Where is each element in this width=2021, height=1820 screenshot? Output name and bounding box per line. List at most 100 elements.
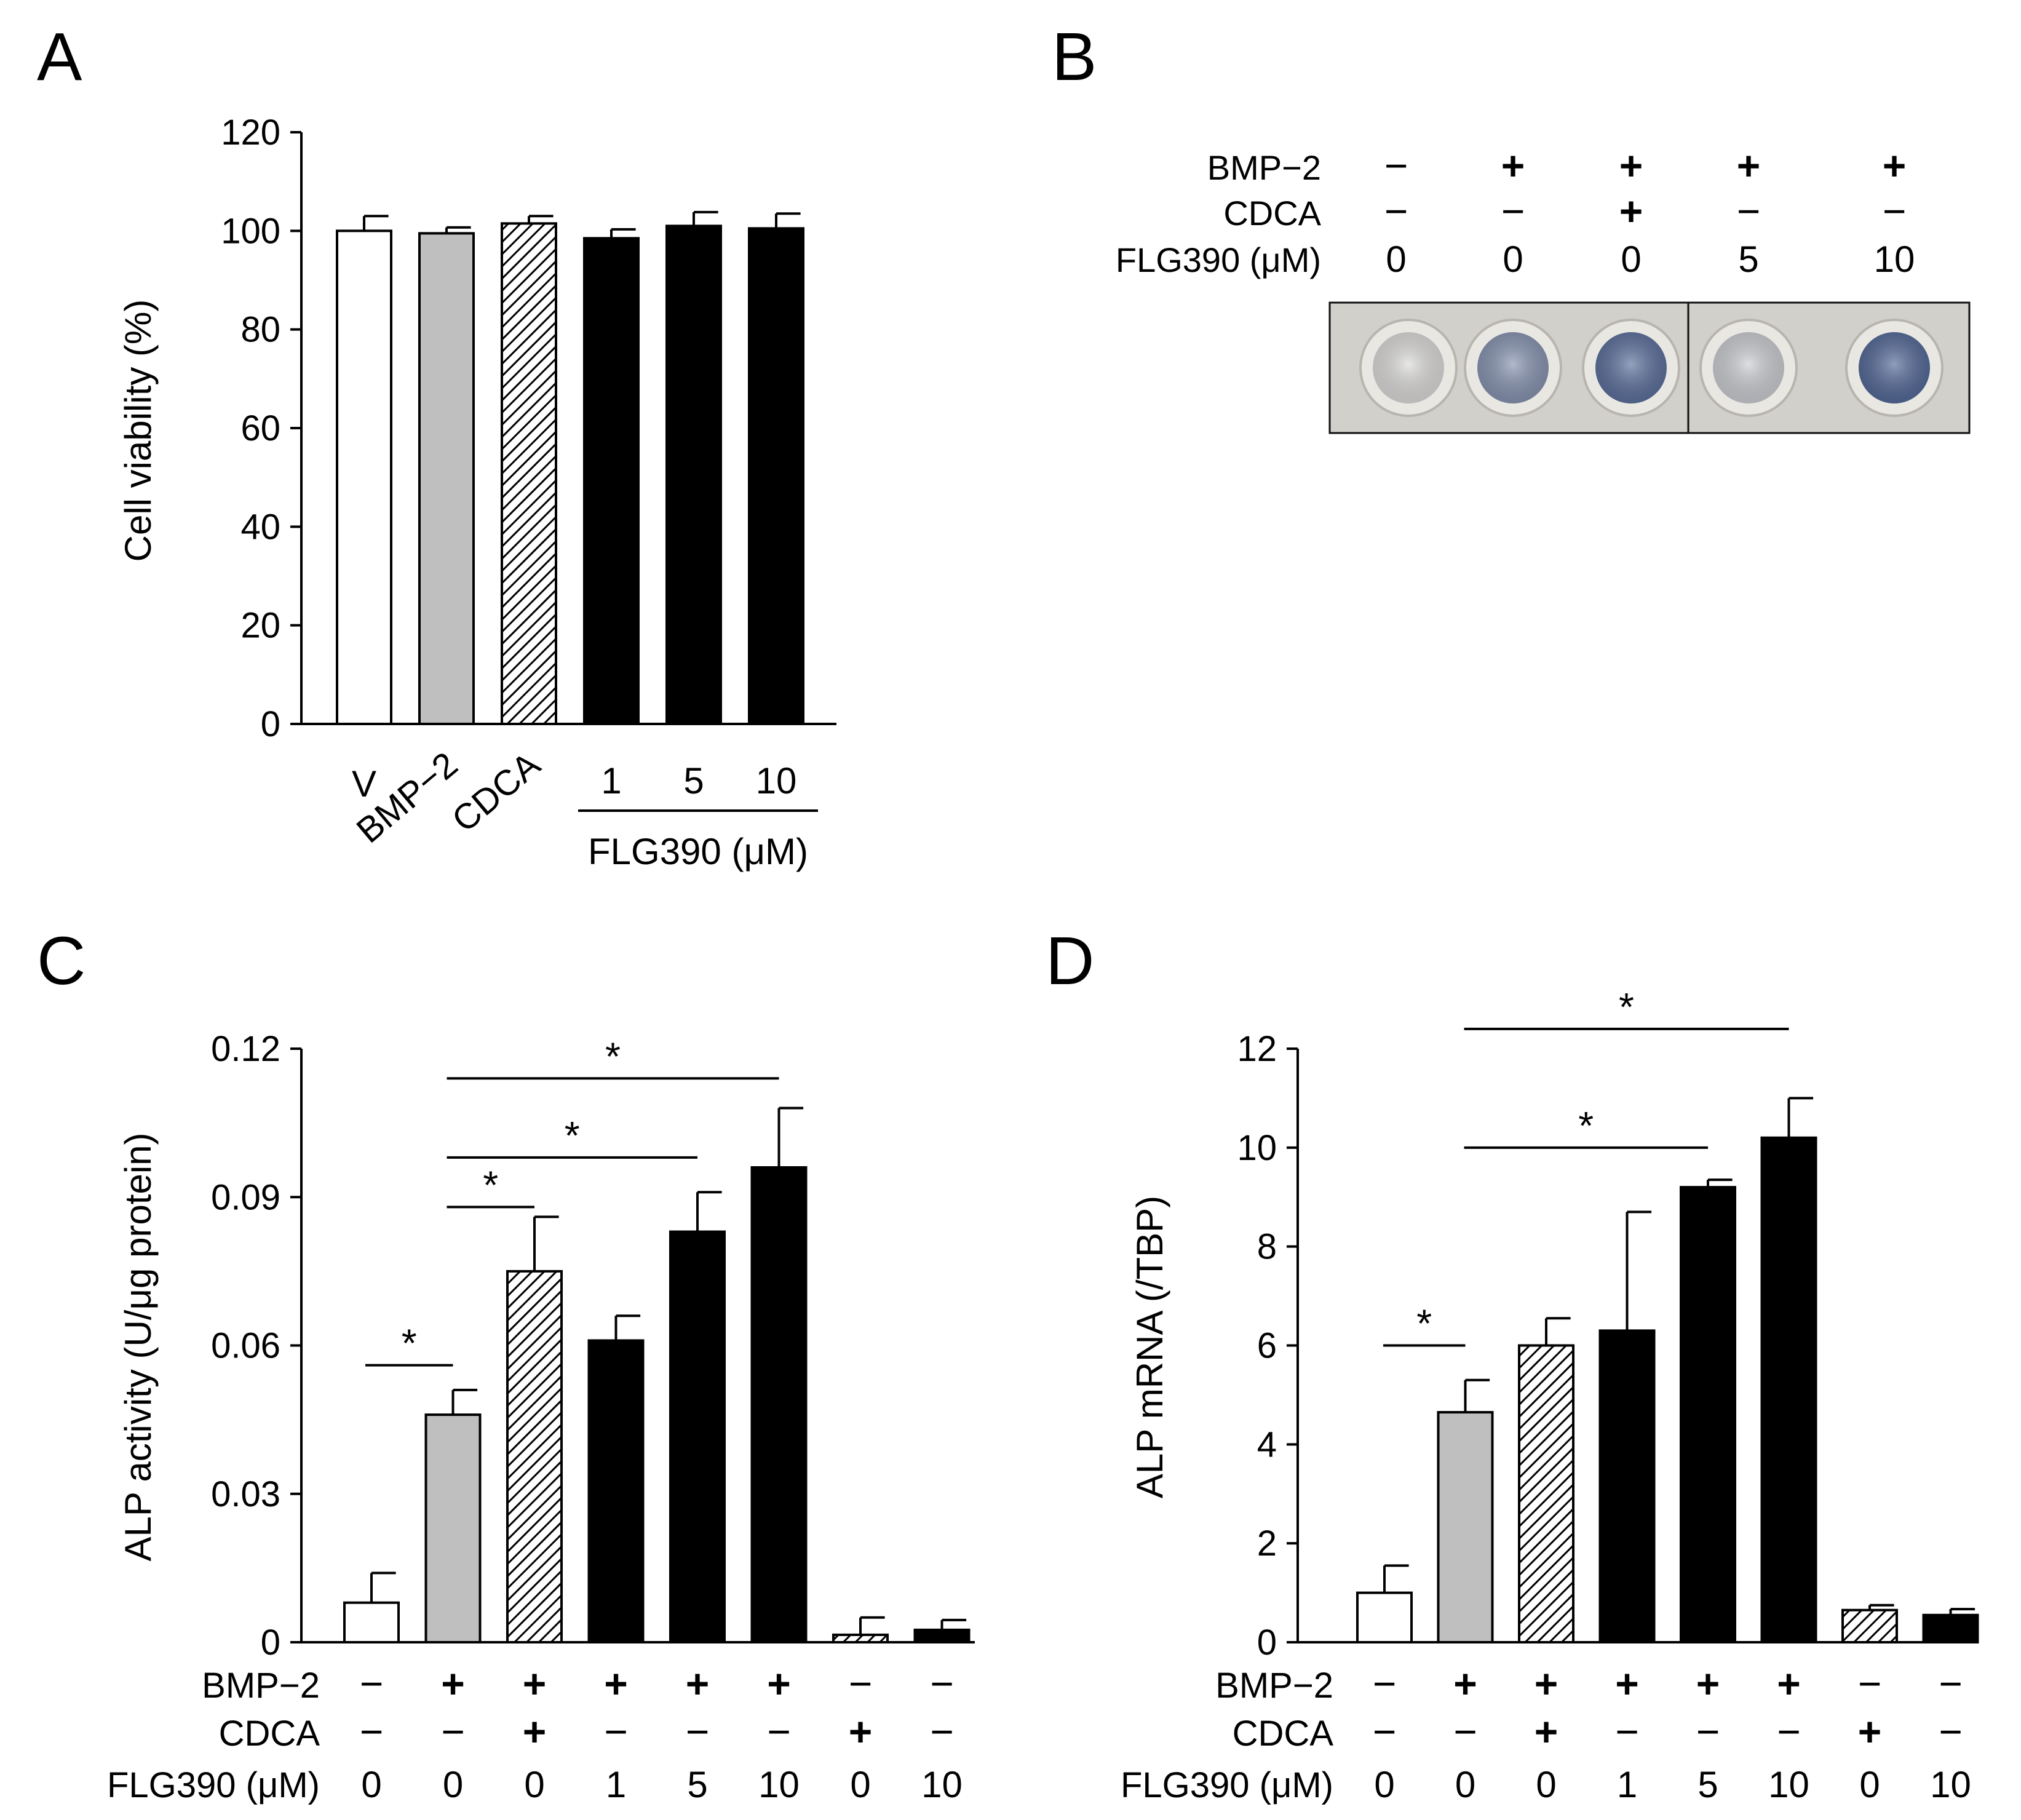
- panel-letter-b: B: [1052, 19, 1097, 95]
- panel-b-condition-value: −: [1737, 188, 1761, 234]
- panel-b-row-label: CDCA: [1223, 194, 1321, 232]
- panel-a-bar: [336, 229, 392, 726]
- panel-d-condition-value: 0: [1374, 1764, 1394, 1805]
- panel-b-condition-value: 0: [1621, 239, 1641, 280]
- panel-c-bar: [669, 1230, 726, 1643]
- panel-d-condition-value: 0: [1536, 1764, 1556, 1805]
- panel-a-y-tick-label: 80: [240, 310, 280, 350]
- panel-d-y-tick-label: 4: [1257, 1425, 1277, 1464]
- panel-d-significance-marker: *: [1578, 1103, 1594, 1148]
- panel-letter-d: D: [1046, 923, 1094, 999]
- panel-b-condition-value: −: [1883, 188, 1907, 234]
- panel-d-y-tick-label: 8: [1257, 1227, 1277, 1267]
- panel-a-x-tick-label: 5: [683, 760, 704, 801]
- panel-c-condition-value: +: [523, 1709, 547, 1754]
- panel-d-condition-value: 1: [1617, 1764, 1637, 1805]
- panel-b-condition-value: 5: [1738, 239, 1758, 280]
- panel-d-condition-value: 5: [1697, 1764, 1718, 1805]
- panel-d-bar: [1922, 1613, 1979, 1643]
- panel-c-condition-value: 0: [850, 1764, 870, 1805]
- panel-d-significance-marker: *: [1416, 1301, 1432, 1346]
- panel-c-y-tick-label: 0.12: [211, 1029, 280, 1069]
- panel-b-condition-value: 0: [1503, 239, 1523, 280]
- panel-c-condition-value: −: [849, 1661, 873, 1706]
- panel-d-row-label: FLG390 (μM): [1121, 1765, 1333, 1805]
- panel-d-y-tick-label: 0: [1257, 1623, 1277, 1663]
- panel-d-condition-value: +: [1535, 1661, 1558, 1706]
- panel-c-row-label: CDCA: [219, 1714, 320, 1754]
- panel-d-condition-value: 0: [1859, 1764, 1880, 1805]
- panel-d-condition-value: −: [1939, 1661, 1963, 1706]
- panel-c-significance-marker: *: [402, 1321, 417, 1365]
- panel-c-condition-value: −: [930, 1661, 954, 1706]
- panel-c-bar: [424, 1413, 482, 1643]
- panel-d-y-axis-label: ALP mRNA (/TBP): [1129, 1196, 1170, 1498]
- panel-a-y-tick-label: 100: [221, 211, 280, 251]
- panel-c-bar: [750, 1166, 808, 1643]
- panel-d-bar: [1598, 1329, 1656, 1643]
- panel-d-bar: [1356, 1591, 1413, 1643]
- panel-d-row-label: BMP−2: [1215, 1666, 1333, 1706]
- panel-c-bar: [832, 1633, 889, 1643]
- panel-c-bar: [587, 1339, 645, 1643]
- panel-d-condition-value: 10: [1768, 1764, 1809, 1805]
- panel-d-condition-value: +: [1615, 1661, 1639, 1706]
- panel-b-staining: BMP−2− + + + +CDCA − − + − −FLG390 (μM) 0 0 0 5 10: [1116, 143, 1971, 434]
- panel-a-x-tick-label: V: [352, 763, 376, 805]
- panel-b-well-shade: [1859, 332, 1930, 403]
- panel-d-condition-value: −: [1615, 1709, 1639, 1754]
- panel-c-condition-value: −: [441, 1709, 465, 1754]
- panel-c-condition-value: +: [686, 1661, 710, 1706]
- panel-a-y-tick-label: 40: [240, 507, 280, 547]
- panel-c-row-label: FLG390 (μM): [107, 1765, 320, 1805]
- panel-c-significance-marker: *: [483, 1162, 498, 1207]
- panel-a-x-tick-label: 1: [601, 760, 621, 801]
- panel-d-condition-value: +: [1453, 1661, 1477, 1706]
- panel-a-x-tick-label: CDCA: [445, 744, 548, 840]
- panel-d-y-tick-label: 12: [1237, 1029, 1277, 1069]
- panel-c-condition-value: −: [767, 1709, 791, 1754]
- panel-c-condition-value: −: [604, 1709, 628, 1754]
- panel-a-y-tick-label: 120: [221, 113, 280, 153]
- panel-c-bar: [506, 1270, 563, 1643]
- panel-b-condition-value: +: [1501, 143, 1525, 188]
- panel-c-significance-marker: *: [565, 1113, 580, 1158]
- panel-c-y-tick-label: 0.03: [211, 1474, 280, 1514]
- panel-d-bar: [1841, 1608, 1898, 1644]
- panel-a-bar: [748, 227, 804, 725]
- panel-a-x-tick-label: 10: [756, 760, 797, 801]
- panel-c-condition-value: −: [360, 1661, 384, 1706]
- panel-c-condition-value: −: [360, 1709, 384, 1754]
- panel-d-condition-value: +: [1696, 1661, 1720, 1706]
- panel-a-bar: [501, 222, 557, 725]
- panel-c-condition-value: −: [686, 1709, 710, 1754]
- panel-c-y-tick-label: 0.09: [211, 1177, 280, 1217]
- panel-c-condition-value: 5: [687, 1764, 707, 1805]
- panel-b-condition-value: 0: [1386, 239, 1406, 280]
- panel-d-y-tick-label: 6: [1257, 1326, 1277, 1366]
- panel-a-y-tick-label: 0: [261, 704, 280, 744]
- panel-b-well-shade: [1373, 332, 1444, 403]
- panel-c-bar: [913, 1628, 971, 1643]
- panel-c-significance-marker: *: [605, 1034, 621, 1078]
- panel-c-condition-value: 0: [443, 1764, 463, 1805]
- panel-a-y-tick-label: 20: [240, 606, 280, 646]
- panel-d-bar: [1437, 1411, 1494, 1643]
- panel-d-bar: [1760, 1136, 1817, 1643]
- panel-c-chart: ALP activity (U/μg protein) 0 0.03 0.06 0.0…: [107, 1029, 975, 1805]
- panel-b-well-shade: [1595, 332, 1667, 403]
- panel-c-condition-value: 0: [361, 1764, 381, 1805]
- panel-d-condition-value: −: [1939, 1709, 1963, 1754]
- panel-b-condition-value: −: [1384, 143, 1408, 188]
- panel-a-y-axis-label: Cell viability (%): [117, 300, 159, 562]
- panel-c-condition-value: 10: [921, 1764, 963, 1805]
- panel-c-y-tick-label: 0.06: [211, 1326, 280, 1366]
- panel-letter-a: A: [37, 19, 82, 95]
- panel-b-condition-value: +: [1619, 188, 1643, 234]
- panel-c-bar: [343, 1601, 400, 1644]
- panel-c-condition-value: +: [849, 1709, 873, 1754]
- panel-d-bar: [1518, 1344, 1574, 1643]
- panel-d-y-tick-label: 10: [1237, 1128, 1277, 1168]
- panel-c-y-axis-label: ALP activity (U/μg protein): [117, 1132, 159, 1561]
